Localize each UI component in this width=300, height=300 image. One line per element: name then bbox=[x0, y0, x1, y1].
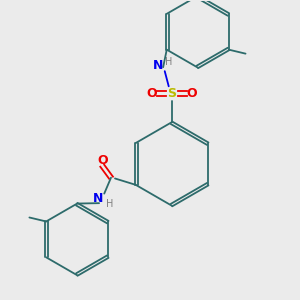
Text: S: S bbox=[167, 87, 176, 100]
Text: O: O bbox=[147, 87, 157, 100]
Text: H: H bbox=[106, 199, 113, 209]
Text: H: H bbox=[165, 57, 172, 67]
Text: N: N bbox=[93, 192, 103, 205]
Text: O: O bbox=[97, 154, 108, 167]
Text: N: N bbox=[153, 59, 163, 72]
Text: O: O bbox=[187, 87, 197, 100]
